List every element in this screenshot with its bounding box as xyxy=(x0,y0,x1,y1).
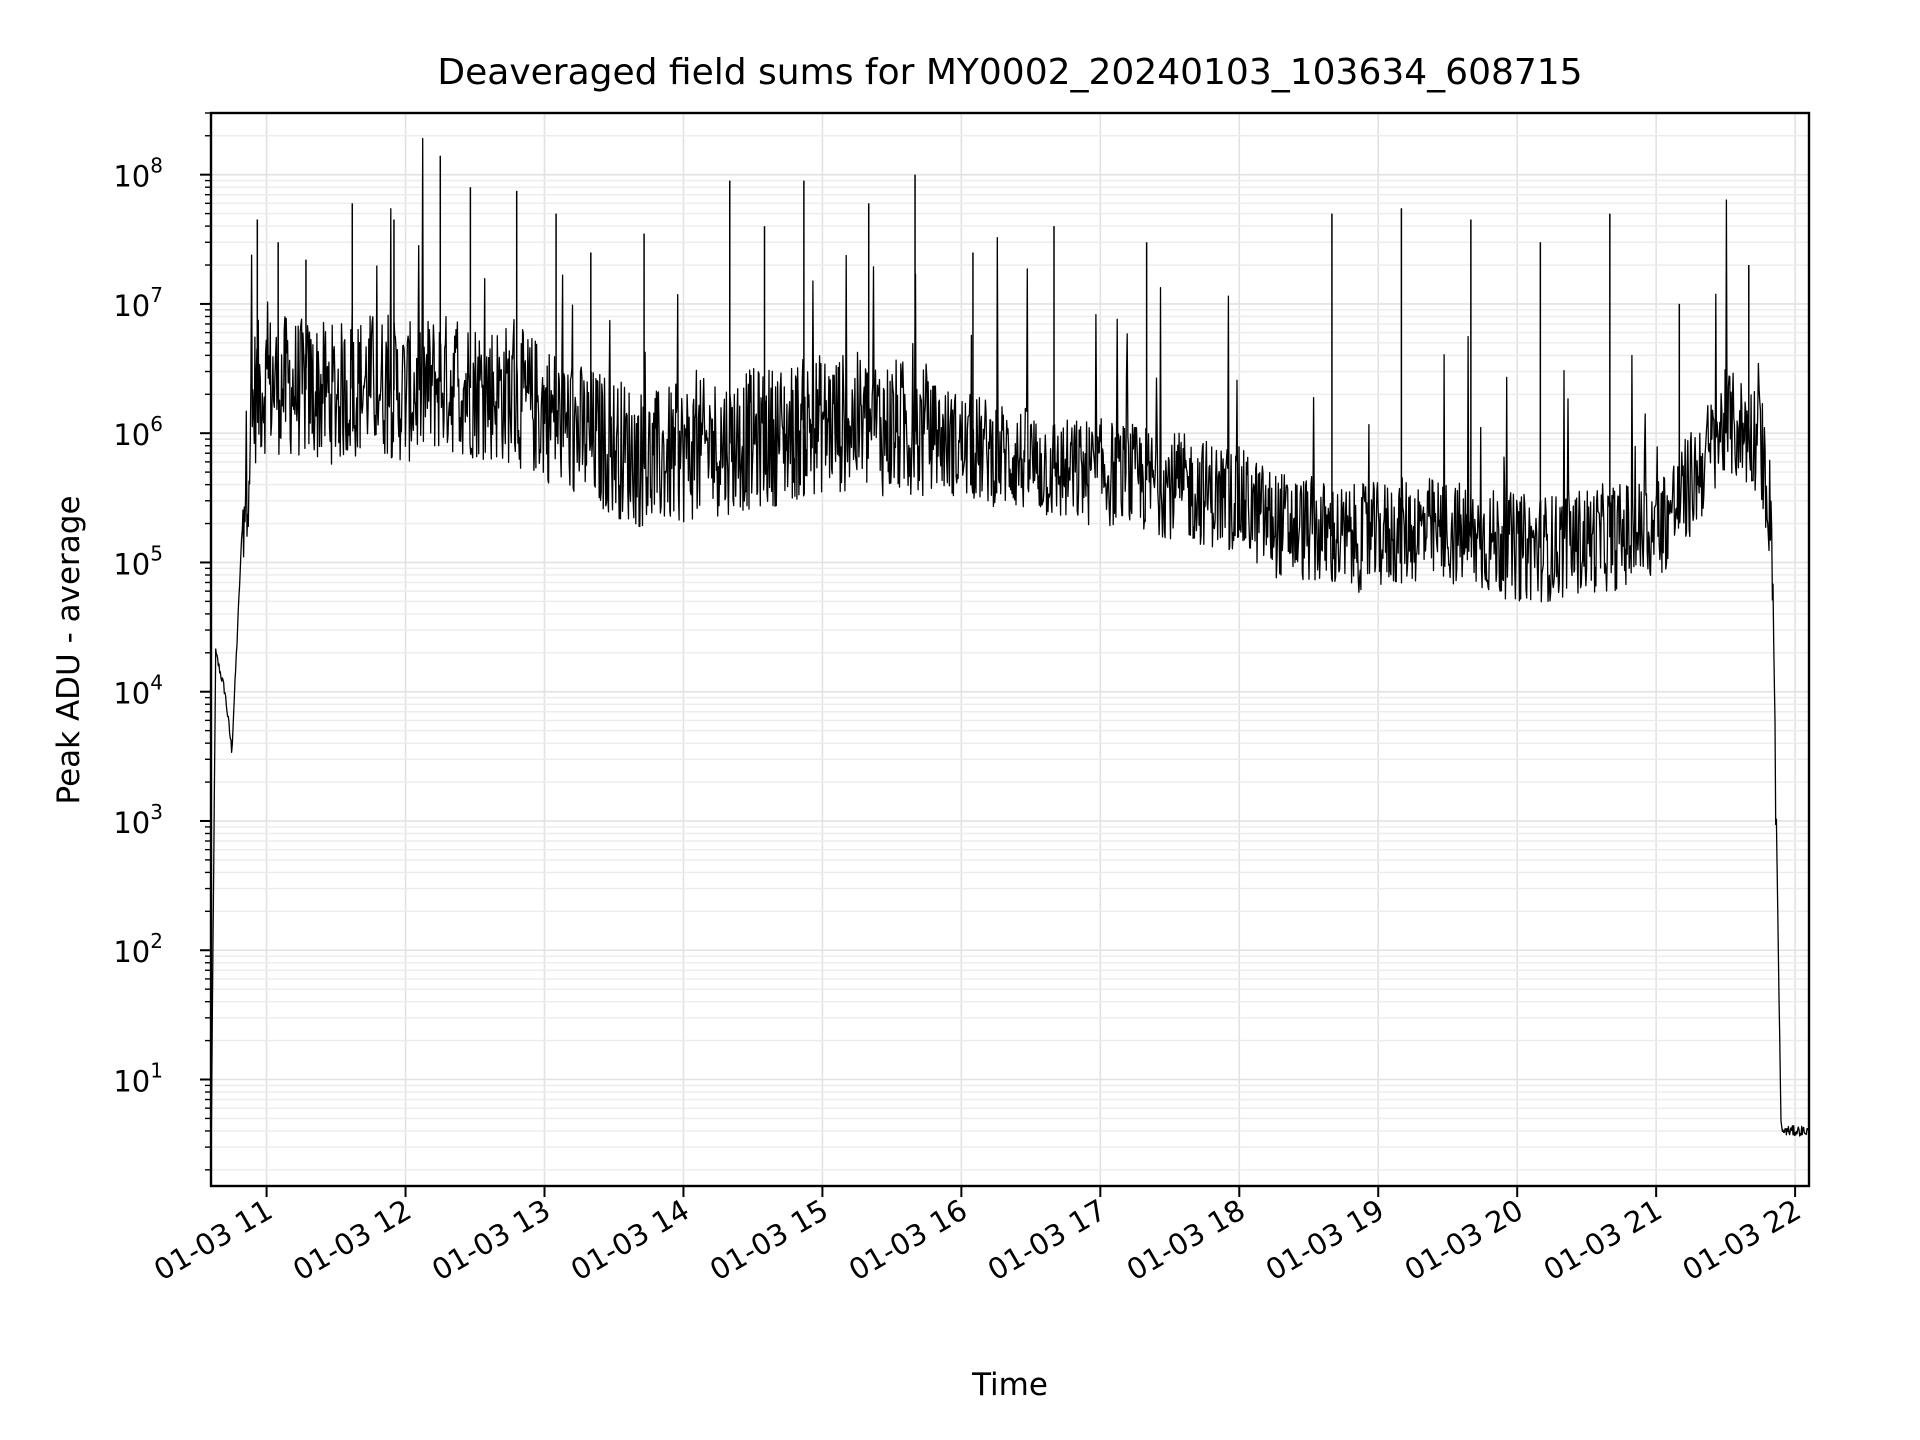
y-tick-label: 101 xyxy=(113,1059,163,1099)
x-tick-label: 01-03 19 xyxy=(1260,1193,1390,1288)
y-tick-label: 102 xyxy=(113,929,163,969)
grid-lines xyxy=(211,112,1809,1186)
x-tick-label: 01-03 14 xyxy=(565,1193,695,1288)
x-tick-label: 01-03 12 xyxy=(287,1193,417,1288)
plot-frame xyxy=(209,111,1811,1188)
series-line xyxy=(210,137,1810,1169)
x-tick-label: 01-03 22 xyxy=(1677,1193,1807,1288)
x-axis-label: Time xyxy=(971,1367,1048,1403)
x-tick-label: 01-03 20 xyxy=(1399,1193,1529,1288)
x-tick-label: 01-03 18 xyxy=(1121,1193,1251,1288)
series-lines xyxy=(210,137,1810,1169)
y-axis: 101 102 103 104 105 106 107 108 xyxy=(113,112,211,1171)
x-tick-label: 01-03 21 xyxy=(1538,1193,1668,1288)
x-tick-label: 01-03 16 xyxy=(843,1193,973,1288)
y-tick-label: 108 xyxy=(113,154,163,194)
x-tick-label: 01-03 15 xyxy=(704,1193,834,1288)
y-tick-label: 105 xyxy=(113,541,163,581)
chart-title: Deaveraged field sums for MY0002_2024010… xyxy=(437,52,1582,93)
x-tick-label: 01-03 13 xyxy=(426,1193,556,1288)
x-tick-label: 01-03 11 xyxy=(148,1193,278,1288)
y-tick-label: 106 xyxy=(113,412,163,452)
y-tick-label: 103 xyxy=(113,800,163,840)
x-tick-label: 01-03 17 xyxy=(982,1193,1112,1288)
y-tick-label: 107 xyxy=(113,283,163,323)
x-axis: 01-03 11 01-03 12 01-03 13 01-03 14 01-03 15… xyxy=(148,1186,1807,1288)
y-tick-label: 104 xyxy=(113,671,163,711)
y-axis-label: Peak ADU - average xyxy=(51,495,87,804)
